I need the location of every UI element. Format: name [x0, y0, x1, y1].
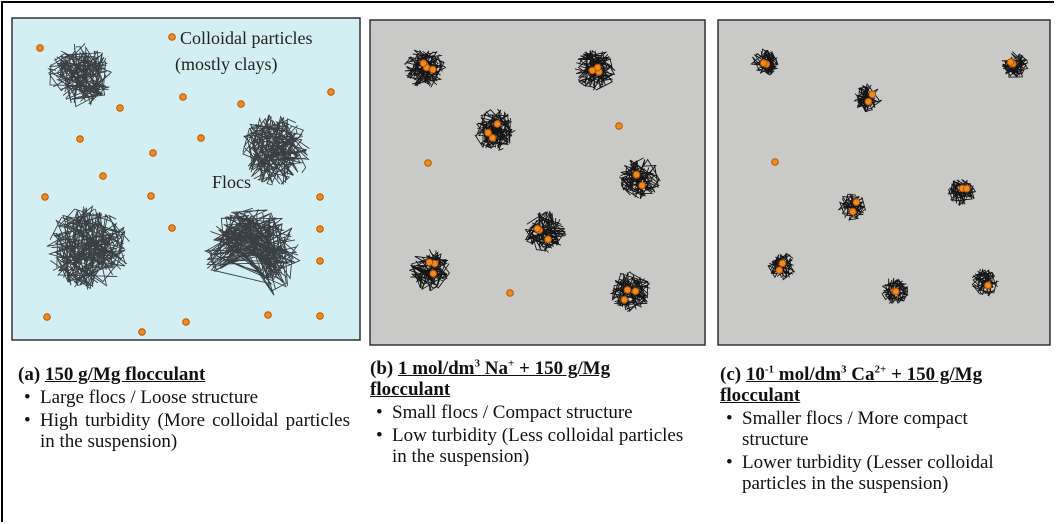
bullet: Small flocs / Compact structure: [376, 402, 652, 423]
particle: [620, 295, 629, 304]
title-part: -1: [764, 363, 775, 376]
particle: [168, 224, 176, 232]
floc: [46, 205, 130, 290]
label: (a): [18, 364, 41, 385]
particle: [429, 269, 438, 278]
bullets: Large flocs / Loose structure High turbi…: [18, 387, 350, 452]
particle: [631, 287, 640, 296]
caption-c: (c) 10-1 mol/dm3 Ca2+ + 150 g/Mg floccul…: [720, 364, 1055, 496]
title-part: +: [508, 357, 515, 370]
particle: [484, 129, 492, 137]
particle: [868, 90, 877, 99]
particle: [36, 44, 44, 52]
title-part: 3: [474, 357, 481, 370]
particle: [759, 59, 768, 67]
title-part: + 150 g/Mg flocculant: [720, 364, 983, 406]
particle: [168, 33, 176, 41]
particle: [327, 88, 335, 96]
floc: [242, 113, 310, 186]
particle: [544, 235, 552, 244]
particle: [316, 225, 324, 233]
particle: [76, 135, 84, 143]
title-part: 10: [745, 364, 765, 385]
title-part: Na: [480, 358, 508, 379]
particle: [533, 224, 542, 233]
particle: [588, 66, 597, 75]
particle: [429, 65, 437, 74]
particle: [493, 120, 502, 128]
bullet: Low turbidity (Less colloidal particles …: [376, 425, 690, 467]
caption-title: (a) 150 g/Mg flocculant: [18, 364, 350, 385]
bullet: Lower turbidity (Lesser colloidal partic…: [726, 452, 1055, 494]
particle: [615, 122, 623, 130]
particle: [506, 289, 514, 297]
particle: [197, 134, 205, 142]
title: 10-1 mol/dm3 Ca2+ + 150 g/Mg flocculant: [720, 364, 982, 406]
floc: [838, 193, 866, 221]
particle: [623, 286, 632, 294]
title-part: Ca: [846, 364, 875, 385]
particle: [116, 104, 124, 112]
particle: [149, 149, 157, 157]
particle: [778, 259, 787, 268]
flocs-and-particles: [36, 33, 1029, 336]
bullets: Smaller flocs / More compact structure L…: [720, 408, 1055, 494]
bullets: Small flocs / Compact structure Low turb…: [370, 402, 690, 467]
particle: [425, 258, 434, 267]
particle: [316, 193, 324, 201]
particle: [138, 328, 146, 336]
particle: [43, 313, 51, 321]
caption-a: (a) 150 g/Mg flocculant Large flocs / Lo…: [18, 364, 350, 454]
particle: [182, 318, 190, 326]
particle: [775, 266, 784, 275]
particle: [892, 287, 900, 296]
particle: [632, 170, 641, 179]
caption-b: (b) 1 mol/dm3 Na+ + 150 g/Mg flocculant …: [370, 358, 690, 469]
particle: [316, 257, 324, 265]
particle: [264, 311, 272, 319]
particle: [488, 134, 497, 142]
particle: [237, 100, 245, 108]
label: (c): [720, 364, 742, 385]
title-part: + 150 g/Mg flocculant: [370, 358, 611, 400]
particle: [147, 192, 155, 200]
bullet: High turbidity (More colloidal particles…: [24, 410, 350, 452]
particle: [848, 207, 857, 216]
floc: [971, 268, 999, 297]
title-part: mol/dm: [774, 364, 842, 385]
particle: [864, 97, 873, 106]
caption-title: (c) 10-1 mol/dm3 Ca2+ + 150 g/Mg floccul…: [720, 364, 1040, 406]
particle: [419, 59, 428, 68]
caption-title: (b) 1 mol/dm3 Na+ + 150 g/Mg flocculant: [370, 358, 690, 400]
bullet: Smaller flocs / More compact structure: [726, 408, 1032, 450]
bullet: Large flocs / Loose structure: [24, 387, 350, 408]
label: (b): [370, 358, 394, 379]
title-part: 1 mol/dm: [397, 358, 475, 379]
floc: [47, 43, 113, 108]
floc: [204, 207, 301, 296]
annotation: Flocs: [212, 172, 251, 192]
particle: [638, 181, 646, 190]
particle: [771, 158, 779, 166]
title: 150 g/Mg flocculant: [44, 364, 206, 385]
annotation: Colloidal particles: [180, 28, 312, 48]
particle: [99, 172, 107, 180]
particle: [962, 184, 971, 193]
floc: [947, 179, 976, 207]
particle: [1006, 58, 1015, 66]
title-part: 2+: [874, 363, 887, 376]
title-part: 3: [841, 363, 847, 376]
particle: [41, 193, 49, 201]
particle: [984, 281, 992, 290]
annotation: (mostly clays): [175, 54, 277, 75]
particle: [852, 198, 861, 206]
particle: [316, 312, 324, 320]
title: 1 mol/dm3 Na+ + 150 g/Mg flocculant: [370, 358, 610, 400]
particle: [424, 159, 432, 167]
particle: [179, 93, 187, 101]
